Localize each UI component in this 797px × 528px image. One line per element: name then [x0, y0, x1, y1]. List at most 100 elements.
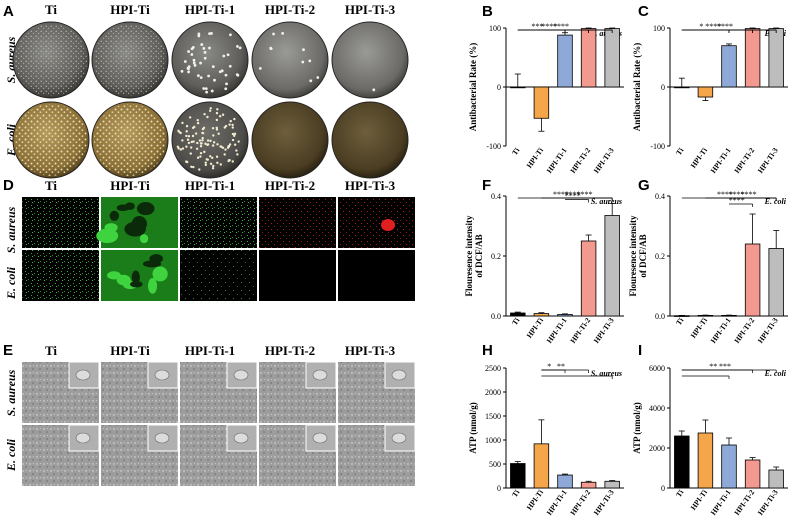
- sig-label: ****: [577, 190, 593, 199]
- sem-tile-e-coli-hpi-ti-1: [180, 424, 258, 486]
- panel-letter-i: I: [638, 342, 642, 359]
- organism-label: E. coli: [764, 369, 787, 378]
- sig-label: ****: [553, 190, 569, 199]
- sig-label: ****: [541, 22, 557, 31]
- y-axis-label: ATP (nmol/g): [468, 402, 478, 454]
- x-tick-label-hpi-ti-3: HPI-Ti-3: [592, 316, 616, 345]
- fluo-tile-e-coli-hpi-ti-2: [259, 250, 336, 301]
- bar-hpi-ti-1: [557, 34, 573, 88]
- organism-label: S. aureus: [591, 369, 622, 378]
- bar-hpi-ti-2: [580, 240, 597, 317]
- bar-hpi-ti-2: [744, 243, 761, 317]
- plate-s-aureus-hpi-ti-3: [331, 21, 409, 99]
- y-tick-label: 0.2: [655, 252, 665, 261]
- sig-label: ****: [729, 196, 745, 205]
- x-tick-label-hpi-ti: HPI-Ti: [689, 488, 709, 512]
- x-tick-label-hpi-ti-2: HPI-Ti-2: [732, 488, 756, 517]
- y-tick-label: 0.0: [655, 312, 665, 321]
- bar-ti: [674, 435, 690, 489]
- x-tick-label-hpi-ti-2: HPI-Ti-2: [568, 488, 592, 517]
- bar-hpi-ti-3: [604, 480, 620, 489]
- bar-hpi-ti-1: [557, 314, 573, 317]
- col-label-e-hpi-ti-1: HPI-Ti-1: [185, 343, 235, 358]
- bar-hpi-ti-2: [580, 28, 597, 88]
- sem-tile-s-aureus-ti: [22, 361, 100, 423]
- bar-hpi-ti: [697, 314, 714, 317]
- x-tick-label-ti: Ti: [674, 316, 685, 327]
- x-tick-label-hpi-ti-2: HPI-Ti-2: [568, 146, 592, 175]
- x-tick-label-hpi-ti-2: HPI-Ti-2: [568, 316, 592, 345]
- y-tick-label: 0.0: [491, 312, 501, 321]
- plate-s-aureus-ti: [12, 21, 90, 99]
- y-tick-label: 0: [497, 83, 501, 92]
- y-tick-label: 2500: [485, 364, 501, 373]
- x-tick-label-ti: Ti: [510, 146, 521, 157]
- panel-letter-h: H: [482, 342, 493, 359]
- y-axis-label-line: Flouresence intensity: [464, 215, 474, 297]
- fluo-tile-s-aureus-ti: [22, 197, 99, 248]
- panel-letter-d: D: [3, 177, 14, 194]
- col-label-d-ti: Ti: [45, 178, 57, 193]
- plate-s-aureus-hpi-ti: [91, 21, 169, 99]
- bar-hpi-ti: [697, 432, 714, 489]
- bar-hpi-ti-2: [744, 28, 761, 88]
- bar-ti: [510, 86, 526, 89]
- sem-tile-e-coli-hpi-ti-2: [259, 424, 337, 486]
- bar-charts: -100 0 100 Antibacterial Rate (%) S. aureus T…: [464, 22, 788, 517]
- y-tick-label: 500: [489, 460, 501, 469]
- sig-label: ****: [717, 22, 733, 31]
- bar-hpi-ti-1: [557, 474, 573, 489]
- fluo-tile-s-aureus-hpi-ti-3: [338, 197, 415, 248]
- sig-label: **: [557, 362, 565, 371]
- y-tick-label: -100: [650, 142, 665, 151]
- x-tick-label-hpi-ti-1: HPI-Ti-1: [709, 316, 733, 345]
- bar-hpi-ti: [533, 443, 550, 489]
- y-axis-label-line: of DCF/AB: [474, 234, 484, 277]
- sem-tile-s-aureus-hpi-ti-3: [338, 361, 416, 423]
- chart-h: 0 500 1000 1500 2000 2500 ATP (nmol/g) S. aureu…: [468, 362, 624, 517]
- row-label-d-e-coli: E. coli: [4, 266, 18, 300]
- fluo-tile-e-coli-hpi-ti: [101, 250, 178, 301]
- organism-label: S. aureus: [591, 197, 622, 206]
- x-tick-label-ti: Ti: [510, 488, 521, 499]
- sem-scale-bar: [388, 503, 406, 505]
- bar-hpi-ti: [533, 313, 550, 317]
- y-tick-label: 0: [661, 484, 665, 493]
- y-tick-label: 1500: [485, 412, 501, 421]
- fluo-tile-e-coli-hpi-ti-1: [180, 250, 257, 301]
- y-axis-label-line: Flouresence intensity: [628, 215, 638, 297]
- panel-letter-b: B: [482, 3, 493, 20]
- x-tick-label-hpi-ti-1: HPI-Ti-1: [709, 488, 733, 517]
- sem-inset: [226, 424, 258, 452]
- panel-a-plates: [12, 21, 409, 179]
- y-tick-label: 100: [653, 24, 665, 33]
- row-label-d-s-aureus: S. aureus: [4, 206, 18, 253]
- fluo-tile-s-aureus-hpi-ti-2: [259, 197, 336, 248]
- bar-hpi-ti: [697, 86, 714, 98]
- y-tick-label: 6000: [649, 364, 665, 373]
- col-label-e-ti: Ti: [45, 343, 57, 358]
- bar-ti: [510, 463, 526, 489]
- sig-label: ****: [705, 22, 721, 31]
- y-axis-label-line: of DCF/AB: [638, 234, 648, 277]
- bar-hpi-ti: [533, 86, 550, 119]
- x-tick-label-ti: Ti: [674, 146, 685, 157]
- bar-hpi-ti-1: [721, 314, 737, 317]
- x-tick-label-ti: Ti: [674, 488, 685, 499]
- bar-hpi-ti-1: [721, 444, 737, 489]
- sig-label: *: [547, 362, 551, 371]
- x-tick-label-hpi-ti-1: HPI-Ti-1: [545, 488, 569, 517]
- x-tick-label-hpi-ti: HPI-Ti: [525, 316, 545, 340]
- chart-f: 0.0 0.2 0.4 Flouresence intensityof DCF/AB S…: [464, 190, 624, 345]
- fluo-tile-e-coli-hpi-ti-3: [338, 250, 415, 301]
- sem-tile-e-coli-hpi-ti-3: [338, 424, 416, 486]
- bar-hpi-ti-3: [768, 469, 784, 489]
- col-label-e-hpi-ti: HPI-Ti: [110, 343, 150, 358]
- panel-letter-c: C: [638, 3, 649, 20]
- bar-ti: [510, 312, 526, 317]
- plate-e-coli-hpi-ti: [91, 101, 169, 179]
- panel-letter-a: A: [3, 3, 14, 20]
- x-tick-label-ti: Ti: [510, 316, 521, 327]
- y-axis-label: Flouresence intensityof DCF/AB: [628, 215, 648, 297]
- sig-label: ***: [531, 22, 543, 31]
